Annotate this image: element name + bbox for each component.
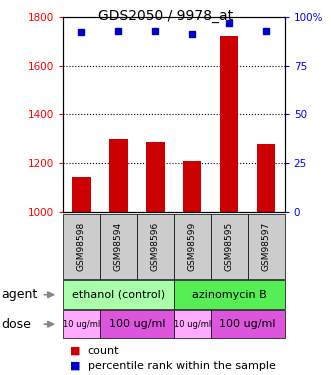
Bar <box>248 214 285 279</box>
Text: percentile rank within the sample: percentile rank within the sample <box>88 361 276 370</box>
Bar <box>100 310 174 338</box>
Text: ethanol (control): ethanol (control) <box>72 290 165 300</box>
Bar <box>174 280 285 309</box>
Text: GSM98599: GSM98599 <box>188 222 197 271</box>
Bar <box>109 139 127 212</box>
Text: GSM98597: GSM98597 <box>262 222 271 271</box>
Bar <box>137 214 174 279</box>
Text: GDS2050 / 9978_at: GDS2050 / 9978_at <box>98 9 233 23</box>
Bar <box>183 160 202 212</box>
Text: GSM98594: GSM98594 <box>114 222 123 271</box>
Bar <box>63 280 174 309</box>
Bar <box>174 214 211 279</box>
Text: azinomycin B: azinomycin B <box>192 290 266 300</box>
Bar <box>211 310 285 338</box>
Bar <box>257 144 275 212</box>
Bar <box>211 214 248 279</box>
Bar <box>63 214 100 279</box>
Text: 10 ug/ml: 10 ug/ml <box>174 320 211 328</box>
Bar <box>72 177 91 212</box>
Bar <box>63 310 100 338</box>
Text: 100 ug/ml: 100 ug/ml <box>109 319 165 329</box>
Text: GSM98598: GSM98598 <box>77 222 86 271</box>
Text: GSM98595: GSM98595 <box>225 222 234 271</box>
Text: agent: agent <box>2 288 38 301</box>
Text: 10 ug/ml: 10 ug/ml <box>63 320 100 328</box>
Text: 100 ug/ml: 100 ug/ml <box>219 319 276 329</box>
Text: dose: dose <box>2 318 31 331</box>
Bar <box>174 310 211 338</box>
Text: ■: ■ <box>70 361 80 370</box>
Text: GSM98596: GSM98596 <box>151 222 160 271</box>
Bar <box>220 36 238 212</box>
Text: count: count <box>88 346 119 355</box>
Bar <box>146 142 165 212</box>
Text: ■: ■ <box>70 346 80 355</box>
Bar <box>100 214 137 279</box>
